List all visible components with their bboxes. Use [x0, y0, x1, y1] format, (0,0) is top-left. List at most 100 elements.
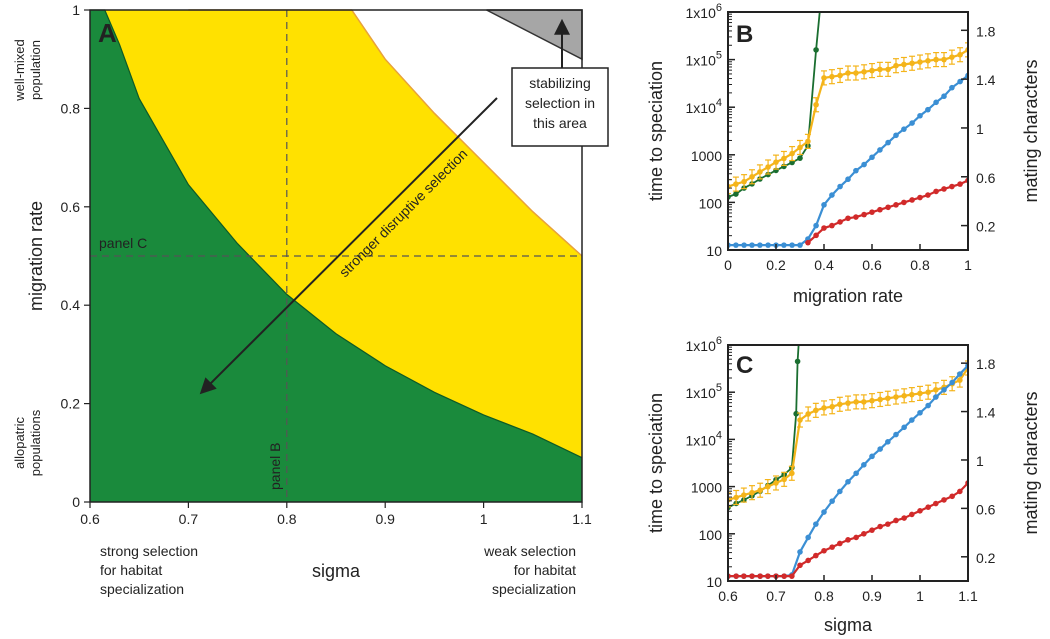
panel-c-series-3-point: [797, 562, 803, 569]
panel-b-series-2-point: [941, 93, 947, 100]
panel-b-series-2-point: [909, 120, 915, 126]
panel-b-series-2-point: [925, 106, 931, 113]
panel-c-series-0-point: [794, 358, 801, 365]
panel-c-series-3-point: [885, 521, 891, 527]
panel-c-series-3-point: [821, 547, 827, 554]
stabilizing-box: stabilizing selection in this area: [511, 67, 609, 147]
strong-selection-line-2: for habitat: [100, 562, 162, 578]
panel-c-series-3-point: [749, 573, 755, 579]
panel-b-series-2-point: [933, 99, 939, 106]
panel-b-series-2-point: [957, 78, 963, 85]
panel-c-series-2-point: [869, 453, 875, 460]
panel-c-series-1-point: [909, 391, 915, 398]
panel-c-series-2-point: [797, 549, 803, 555]
weak-selection-line-2: for habitat: [514, 562, 576, 578]
panel-c-series-1-point: [757, 487, 763, 494]
panel-c-y-tick-label: 1x106: [686, 335, 722, 354]
panel-b-series-0-point: [797, 155, 803, 161]
panel-c-series-3-point: [901, 515, 907, 521]
panel-c-series-1-point: [853, 399, 859, 405]
panel-c-y-tick-label: 1000: [691, 480, 722, 496]
panel-c-series-1-point: [789, 470, 795, 477]
panel-b-series-2-point: [837, 183, 843, 190]
panel-b-series-1-point: [869, 67, 875, 74]
panel-b-series-3-point: [933, 188, 939, 195]
panel-c-series-2-point: [877, 446, 883, 452]
panel-c-series-1-point: [933, 386, 939, 393]
panel-b-series-3-point: [853, 214, 859, 220]
strong-selection-line-3: specialization: [100, 581, 184, 597]
panel-c-series-3-point: [909, 511, 915, 518]
panel-b-series-1-point: [733, 181, 739, 187]
panel-b-series-1-point: [773, 159, 779, 165]
panel-b-series-3-point: [805, 239, 811, 246]
panel-b-guide-label: panel B: [267, 443, 283, 490]
panel-b-y2-tick-label: 0.2: [976, 219, 996, 235]
panel-b-series-2-point: [893, 132, 899, 139]
panel-a-x-axis-label: sigma: [312, 561, 361, 581]
panel-b-right-axis-label: mating characters: [1021, 59, 1041, 202]
panel-c-series-1-point: [917, 390, 923, 397]
panel-c-frame: [727, 344, 969, 582]
weak-selection-line-3: specialization: [492, 581, 576, 597]
panel-c-y2-tick-label: 1: [976, 453, 984, 469]
stabilizing-line-3: this area: [533, 115, 587, 131]
panel-b-series-1-point: [845, 70, 851, 76]
panel-a-letter: A: [98, 18, 117, 48]
panel-c-series-2-point: [949, 379, 955, 386]
panel-c-y2-tick-label: 1.8: [976, 356, 996, 372]
panel-c-series-1-point: [861, 399, 867, 405]
panel-c-series-2-point: [957, 371, 963, 377]
panel-c-series-3-point: [917, 508, 923, 514]
panel-b-series-1-point: [781, 155, 787, 162]
panel-c-series-3-point: [845, 537, 851, 543]
strong-selection-line-1: strong selection: [100, 543, 198, 559]
panel-b-series-3-point: [901, 199, 907, 206]
panel-c-series-3-point: [869, 527, 875, 533]
panel-b-series-1-point: [893, 62, 899, 69]
panel-a-y-tick-label: 1: [72, 2, 80, 18]
panel-b-series-1-point: [853, 70, 859, 76]
panel-c-series-1-point: [749, 489, 755, 496]
panel-c-series-2-point: [805, 534, 811, 541]
panel-a-y-tick-label: 0.6: [61, 199, 81, 215]
panel-b-series-2-point: [917, 112, 923, 119]
panel-b-series-1-point: [877, 66, 883, 73]
panel-b-series-3-point: [941, 186, 947, 192]
stabilizing-line-2: selection in: [525, 95, 595, 111]
panel-c-series-2-point: [933, 394, 939, 400]
panel-b-series-1-point: [901, 61, 907, 68]
panel-c-guide-label: panel C: [99, 235, 147, 251]
panel-b-series-2-point: [885, 139, 891, 146]
panel-b-x-tick-label: 0: [724, 257, 732, 273]
panel-b-series-3-point: [909, 197, 915, 203]
panel-b-series-1-point: [797, 144, 803, 151]
allopatric-label-1: allopatric: [12, 416, 27, 469]
panel-c-series-3-point: [781, 573, 787, 579]
panel-c-series-3-point: [877, 523, 883, 530]
panel-c-letter: C: [736, 352, 753, 379]
panel-a-x-tick-label: 0.8: [277, 511, 297, 527]
panel-a-y-tick-label: 0.2: [61, 396, 81, 412]
panel-b-x-tick-label: 0.2: [766, 257, 786, 273]
panel-c-series-1-point: [733, 494, 739, 501]
panel-b-series-3-point: [837, 219, 843, 225]
panel-b-series-2-point: [949, 84, 955, 91]
panel-b-series-1-point: [837, 72, 843, 79]
panel-c-y-tick-label: 1x104: [686, 429, 722, 448]
panel-b-series-1-point: [957, 51, 963, 58]
panel-c-series-2-point: [813, 521, 819, 527]
panel-b-series-1-point: [917, 59, 923, 65]
panel-b-series-3-point: [861, 211, 867, 218]
panel-c-series-2-point: [821, 509, 827, 515]
panel-b-series-2-point: [829, 192, 835, 198]
panel-c-series-1-point: [741, 492, 747, 498]
panel-c-series-3-point: [837, 540, 843, 547]
panel-c-series-1-point: [877, 396, 883, 403]
panel-c-x-tick-label: 0.8: [814, 588, 834, 604]
panel-c-series-1-point: [885, 395, 891, 402]
panel-b-series-1-point: [805, 138, 811, 145]
panel-b-series-1-point: [829, 73, 835, 80]
panel-c-series-2-point: [893, 431, 899, 438]
